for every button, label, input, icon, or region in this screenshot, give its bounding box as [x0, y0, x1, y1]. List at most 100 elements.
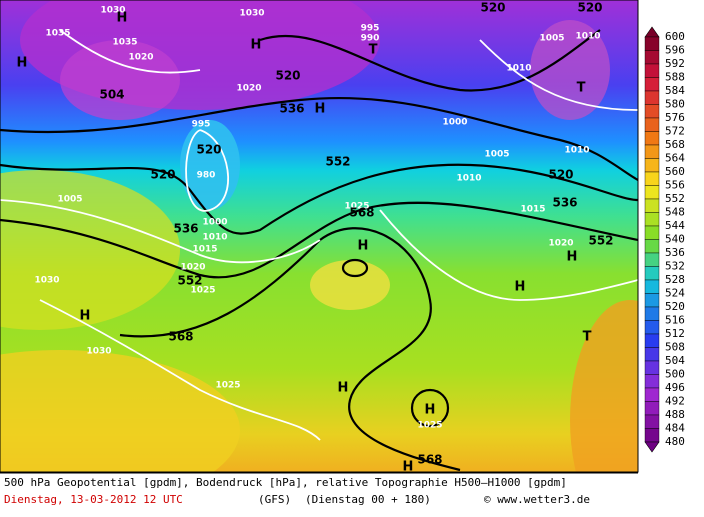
- contour-label: 1010: [202, 233, 227, 243]
- contour-label: 1030: [34, 276, 59, 286]
- colorbar-label: 552: [665, 192, 685, 205]
- contour-label: H: [403, 460, 414, 475]
- colorbar-label: 516: [665, 314, 685, 327]
- contour-label: 1010: [506, 64, 531, 74]
- colorbar-label: 524: [665, 287, 685, 300]
- colorbar: 6005965925885845805765725685645605565525…: [644, 26, 685, 453]
- colorbar-label: 488: [665, 408, 685, 421]
- colorbar-label: 588: [665, 71, 685, 84]
- colorbar-label: 508: [665, 341, 685, 354]
- contour-label: 552: [177, 274, 202, 288]
- colorbar-cell: [644, 279, 660, 294]
- contour-label: 520: [275, 69, 300, 83]
- colorbar-label: 548: [665, 206, 685, 219]
- colorbar-cell: [644, 320, 660, 335]
- colorbar-label: 544: [665, 219, 685, 232]
- colorbar-label: 484: [665, 422, 685, 435]
- contour-label: 1005: [484, 150, 509, 160]
- contour-label: 552: [325, 155, 350, 169]
- contour-label: 568: [168, 330, 193, 344]
- colorbar-cell: [644, 252, 660, 267]
- colorbar-label: 556: [665, 179, 685, 192]
- colorbar-label: 596: [665, 44, 685, 57]
- contour-label: H: [338, 381, 349, 396]
- contour-label: 520: [480, 1, 505, 15]
- colorbar-cell: [644, 77, 660, 92]
- colorbar-label: 480: [665, 435, 685, 448]
- contour-label: 1015: [192, 245, 217, 255]
- contour-label: 568: [349, 206, 374, 220]
- footer-description: 500 hPa Geopotential [gpdm], Bodendruck …: [4, 476, 567, 489]
- colorbar-label: 492: [665, 395, 685, 408]
- contour-label: 1030: [100, 6, 125, 16]
- colorbar-cell: [644, 428, 660, 443]
- colorbar-label: 520: [665, 300, 685, 313]
- contour-label: 1025: [215, 381, 240, 391]
- contour-label: 1000: [442, 118, 467, 128]
- colorbar-cell: [644, 306, 660, 321]
- colorbar-label: 584: [665, 84, 685, 97]
- contour-label: 536: [173, 222, 198, 236]
- contour-label: H: [358, 239, 369, 254]
- contour-label: 1000: [202, 218, 227, 228]
- contour-label: 1025: [417, 421, 442, 431]
- contour-label: 1025: [344, 202, 369, 212]
- footer-run: (Dienstag 00 + 180): [305, 493, 431, 506]
- colorbar-cell: [644, 401, 660, 416]
- colorbar-cell: [644, 374, 660, 389]
- footer-credit: © www.wetter3.de: [484, 493, 590, 506]
- contour-label: 1015: [520, 205, 545, 215]
- contour-label: 1005: [539, 34, 564, 44]
- colorbar-label: 540: [665, 233, 685, 246]
- contour-label: 552: [588, 234, 613, 248]
- colorbar-label: 572: [665, 125, 685, 138]
- colorbar-label: 564: [665, 152, 685, 165]
- colorbar-label: 568: [665, 138, 685, 151]
- colorbar-arrow-top: [644, 26, 660, 38]
- contour-label: 568: [417, 453, 442, 467]
- contour-label: 520: [196, 143, 221, 157]
- contour-label: H: [80, 309, 91, 324]
- contour-label: T: [369, 43, 378, 58]
- map-frame: [0, 0, 639, 473]
- contour-label: H: [17, 56, 28, 71]
- colorbar-cell: [644, 333, 660, 348]
- colorbar-arrow-bottom: [644, 441, 660, 453]
- contour-label: 1030: [239, 9, 264, 19]
- contour-label: 1035: [45, 29, 70, 39]
- colorbar-cell: [644, 225, 660, 240]
- contour-label: 995: [361, 24, 380, 34]
- colorbar-cell: [644, 117, 660, 132]
- contour-label: H: [567, 250, 578, 265]
- colorbar-label: 500: [665, 368, 685, 381]
- colorbar-cell: [644, 50, 660, 65]
- footer-model: (GFS): [258, 493, 291, 506]
- colorbar-label: 536: [665, 246, 685, 259]
- contour-label: H: [515, 280, 526, 295]
- colorbar-cell: [644, 131, 660, 146]
- colorbar-label: 512: [665, 327, 685, 340]
- contour-label: T: [583, 330, 592, 345]
- contour-label: 1020: [180, 263, 205, 273]
- colorbar-label: 580: [665, 98, 685, 111]
- colorbar-cell: [644, 266, 660, 281]
- colorbar-label: 600: [665, 30, 685, 43]
- colorbar-label: 528: [665, 273, 685, 286]
- contour-label: 1010: [575, 32, 600, 42]
- colorbar-cell: [644, 90, 660, 105]
- colorbar-cell: [644, 414, 660, 429]
- colorbar-cell: [644, 171, 660, 186]
- colorbar-cell: [644, 293, 660, 308]
- contour-label: 1025: [190, 286, 215, 296]
- contour-label: 1010: [456, 174, 481, 184]
- colorbar-cell: [644, 144, 660, 159]
- contour-label: 990: [361, 34, 380, 44]
- contour-label: 1030: [86, 347, 111, 357]
- contour-label: H: [251, 38, 262, 53]
- contour-label: 520: [150, 168, 175, 182]
- colorbar-cell: [644, 387, 660, 402]
- contour-label: 536: [552, 196, 577, 210]
- contour-label: 520: [548, 168, 573, 182]
- colorbar-cell: [644, 36, 660, 51]
